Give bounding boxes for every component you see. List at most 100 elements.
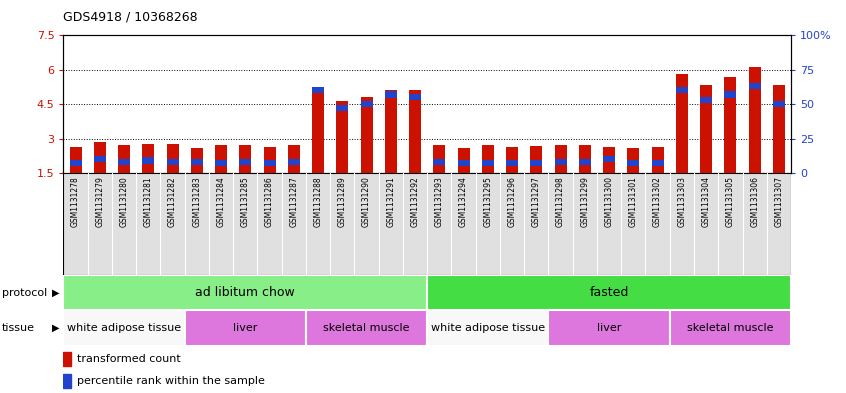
Text: GSM1131288: GSM1131288 — [314, 176, 322, 227]
Text: GSM1131304: GSM1131304 — [701, 176, 711, 227]
Text: GSM1131280: GSM1131280 — [119, 176, 129, 227]
Text: GSM1131282: GSM1131282 — [168, 176, 177, 227]
Bar — [772, 101, 785, 107]
Bar — [506, 147, 518, 173]
Text: GDS4918 / 10368268: GDS4918 / 10368268 — [63, 11, 198, 24]
Text: skeletal muscle: skeletal muscle — [323, 323, 409, 333]
Text: ad libitum chow: ad libitum chow — [195, 286, 295, 299]
Bar — [627, 148, 640, 173]
Text: GSM1131296: GSM1131296 — [508, 176, 517, 227]
Bar — [69, 147, 81, 173]
Bar — [676, 87, 688, 94]
Bar — [548, 310, 670, 346]
Bar — [700, 97, 712, 103]
Bar — [409, 90, 421, 173]
Text: tissue: tissue — [2, 323, 35, 333]
Bar — [215, 160, 227, 166]
Text: GSM1131293: GSM1131293 — [435, 176, 444, 227]
Bar — [118, 145, 130, 173]
Text: GSM1131284: GSM1131284 — [217, 176, 226, 227]
Bar — [506, 160, 518, 166]
Bar — [63, 275, 427, 310]
Bar — [263, 147, 276, 173]
Bar — [458, 160, 470, 166]
Text: GSM1131305: GSM1131305 — [726, 176, 735, 227]
Bar — [603, 156, 615, 162]
Bar — [579, 159, 591, 165]
Bar — [749, 83, 761, 89]
Text: GSM1131298: GSM1131298 — [556, 176, 565, 227]
Bar — [63, 374, 71, 388]
Bar — [360, 101, 372, 107]
Text: GSM1131291: GSM1131291 — [387, 176, 395, 227]
Text: GSM1131299: GSM1131299 — [580, 176, 590, 227]
Text: white adipose tissue: white adipose tissue — [431, 323, 545, 333]
Bar — [458, 148, 470, 173]
Text: GSM1131283: GSM1131283 — [192, 176, 201, 227]
Bar — [579, 145, 591, 173]
Bar — [749, 68, 761, 173]
Text: GSM1131295: GSM1131295 — [483, 176, 492, 227]
Text: fasted: fasted — [590, 286, 629, 299]
Bar — [554, 159, 567, 165]
Bar — [190, 148, 203, 173]
Text: GSM1131292: GSM1131292 — [410, 176, 420, 227]
Bar — [63, 310, 184, 346]
Text: GSM1131290: GSM1131290 — [362, 176, 371, 227]
Bar — [603, 147, 615, 173]
Text: liver: liver — [597, 323, 621, 333]
Bar — [676, 74, 688, 173]
Bar — [627, 160, 640, 166]
Bar — [554, 145, 567, 173]
Bar — [530, 146, 542, 173]
Text: GSM1131279: GSM1131279 — [96, 176, 104, 227]
Text: GSM1131300: GSM1131300 — [605, 176, 613, 227]
Text: GSM1131306: GSM1131306 — [750, 176, 759, 227]
Bar — [142, 144, 154, 173]
Bar — [427, 275, 791, 310]
Bar — [312, 87, 324, 94]
Text: liver: liver — [233, 323, 257, 333]
Bar — [312, 90, 324, 173]
Text: GSM1131287: GSM1131287 — [289, 176, 299, 227]
Bar — [142, 158, 154, 163]
Text: skeletal muscle: skeletal muscle — [687, 323, 773, 333]
Bar — [190, 159, 203, 165]
Text: GSM1131303: GSM1131303 — [678, 176, 686, 227]
Text: GSM1131278: GSM1131278 — [71, 176, 80, 227]
Text: GSM1131289: GSM1131289 — [338, 176, 347, 227]
Text: GSM1131302: GSM1131302 — [653, 176, 662, 227]
Text: GSM1131307: GSM1131307 — [774, 176, 783, 227]
Bar — [69, 160, 81, 166]
Bar — [288, 145, 299, 173]
Text: GSM1131297: GSM1131297 — [532, 176, 541, 227]
Text: GSM1131294: GSM1131294 — [459, 176, 468, 227]
Bar — [118, 159, 130, 165]
Bar — [433, 159, 445, 165]
Bar — [700, 84, 712, 173]
Bar — [360, 97, 372, 173]
Bar — [288, 159, 299, 165]
Bar — [306, 310, 427, 346]
Bar — [263, 160, 276, 166]
Bar — [167, 159, 179, 165]
Bar — [670, 310, 791, 346]
Text: ▶: ▶ — [52, 288, 59, 298]
Bar — [724, 77, 736, 173]
Bar — [481, 160, 494, 166]
Bar — [530, 160, 542, 166]
Bar — [239, 145, 251, 173]
Bar — [167, 143, 179, 173]
Bar — [94, 142, 106, 173]
Text: GSM1131286: GSM1131286 — [265, 176, 274, 227]
Bar — [433, 145, 445, 173]
Bar — [427, 310, 548, 346]
Text: ▶: ▶ — [52, 323, 59, 333]
Bar — [184, 310, 306, 346]
Bar — [772, 84, 785, 173]
Text: protocol: protocol — [2, 288, 47, 298]
Bar — [215, 145, 227, 173]
Text: percentile rank within the sample: percentile rank within the sample — [77, 376, 266, 386]
Bar — [651, 160, 663, 166]
Text: GSM1131301: GSM1131301 — [629, 176, 638, 227]
